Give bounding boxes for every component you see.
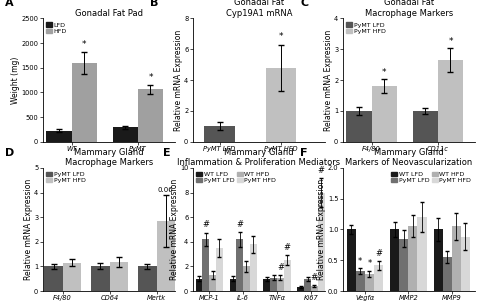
Bar bbox=[399, 239, 408, 291]
Y-axis label: Weight (mg): Weight (mg) bbox=[11, 56, 20, 104]
Bar bbox=[442, 257, 452, 291]
Bar bbox=[250, 244, 256, 291]
Text: #: # bbox=[236, 220, 243, 229]
Text: *: * bbox=[82, 40, 86, 49]
Text: A: A bbox=[6, 0, 14, 8]
Bar bbox=[284, 260, 290, 291]
Bar bbox=[204, 126, 235, 142]
Bar bbox=[266, 68, 296, 142]
Bar bbox=[418, 217, 426, 291]
Legend: WT LFD, PyMT LFD, WT HFD, PyMT HFD: WT LFD, PyMT LFD, WT HFD, PyMT HFD bbox=[196, 171, 277, 184]
Text: #: # bbox=[311, 273, 318, 282]
Text: *: * bbox=[448, 37, 452, 46]
Legend: PyMT LFD, PyMT HFD: PyMT LFD, PyMT HFD bbox=[46, 171, 86, 184]
Text: *: * bbox=[368, 259, 372, 268]
Title: Mammary Gland
Inflammation & Proliferation Mediators: Mammary Gland Inflammation & Proliferati… bbox=[177, 148, 340, 167]
Bar bbox=[202, 239, 209, 291]
Y-axis label: Relative mRNA Expression: Relative mRNA Expression bbox=[24, 179, 32, 280]
Y-axis label: Relative mRNA Expression: Relative mRNA Expression bbox=[170, 179, 178, 280]
Bar bbox=[196, 279, 202, 291]
Bar bbox=[311, 286, 318, 291]
Bar bbox=[156, 221, 174, 291]
Text: #: # bbox=[375, 249, 382, 258]
Bar bbox=[374, 265, 383, 291]
Text: *: * bbox=[358, 257, 362, 266]
Bar bbox=[62, 263, 81, 291]
Text: B: B bbox=[150, 0, 158, 8]
Bar bbox=[356, 271, 365, 291]
Bar bbox=[264, 279, 270, 291]
Bar bbox=[412, 111, 438, 142]
Text: E: E bbox=[164, 148, 171, 157]
Bar bbox=[72, 63, 97, 142]
Bar bbox=[346, 111, 372, 142]
Bar bbox=[216, 248, 222, 291]
Text: #: # bbox=[284, 243, 290, 252]
Bar bbox=[243, 266, 250, 291]
Legend: PyMT LFD, PyMT HFD: PyMT LFD, PyMT HFD bbox=[346, 22, 386, 34]
Title: Gonadal Fat
Cyp19A1 mRNA: Gonadal Fat Cyp19A1 mRNA bbox=[226, 0, 292, 18]
Bar bbox=[346, 229, 356, 291]
Bar bbox=[209, 275, 216, 291]
Bar bbox=[277, 278, 284, 291]
Text: D: D bbox=[6, 148, 15, 157]
Bar bbox=[44, 266, 62, 291]
Bar bbox=[408, 226, 418, 291]
Bar bbox=[138, 89, 163, 142]
Bar bbox=[110, 262, 128, 291]
Text: #: # bbox=[318, 166, 324, 175]
Y-axis label: Relative mRNA Expression: Relative mRNA Expression bbox=[174, 30, 182, 131]
Bar bbox=[138, 266, 156, 291]
Text: *: * bbox=[148, 73, 152, 82]
Y-axis label: Relative mRNA Expression: Relative mRNA Expression bbox=[318, 179, 326, 280]
Bar bbox=[46, 131, 72, 142]
Bar bbox=[434, 229, 442, 291]
Bar bbox=[112, 128, 138, 142]
Bar bbox=[236, 239, 243, 291]
Text: 0.06: 0.06 bbox=[158, 187, 174, 192]
Bar bbox=[390, 229, 399, 291]
Title: Mammary Gland
Markers of Neovascularization: Mammary Gland Markers of Neovascularizat… bbox=[345, 148, 472, 167]
Legend: LFD, HFD: LFD, HFD bbox=[46, 22, 68, 34]
Bar bbox=[270, 278, 277, 291]
Title: Gonadal Fat
Macrophage Markers: Gonadal Fat Macrophage Markers bbox=[364, 0, 453, 18]
Bar bbox=[438, 60, 463, 142]
Text: #: # bbox=[202, 221, 209, 229]
Text: *: * bbox=[382, 68, 386, 77]
Text: C: C bbox=[300, 0, 308, 8]
Y-axis label: Relative mRNA Expression: Relative mRNA Expression bbox=[324, 30, 332, 131]
Title: Mammary Gland
Macrophage Markers: Mammary Gland Macrophage Markers bbox=[64, 148, 153, 167]
Title: Gonadal Fat Pad: Gonadal Fat Pad bbox=[75, 9, 143, 18]
Bar bbox=[304, 279, 311, 291]
Text: #: # bbox=[277, 263, 284, 272]
Bar bbox=[318, 192, 324, 291]
Bar bbox=[92, 266, 110, 291]
Bar bbox=[461, 237, 470, 291]
Bar bbox=[365, 274, 374, 291]
Text: *: * bbox=[278, 32, 283, 41]
Text: F: F bbox=[300, 148, 308, 157]
Legend: WT LFD, PyMT LFD, WT HFD, PyMT HFD: WT LFD, PyMT LFD, WT HFD, PyMT HFD bbox=[390, 171, 472, 184]
Bar bbox=[298, 287, 304, 291]
Bar bbox=[452, 226, 461, 291]
Bar bbox=[230, 279, 236, 291]
Bar bbox=[372, 86, 397, 142]
